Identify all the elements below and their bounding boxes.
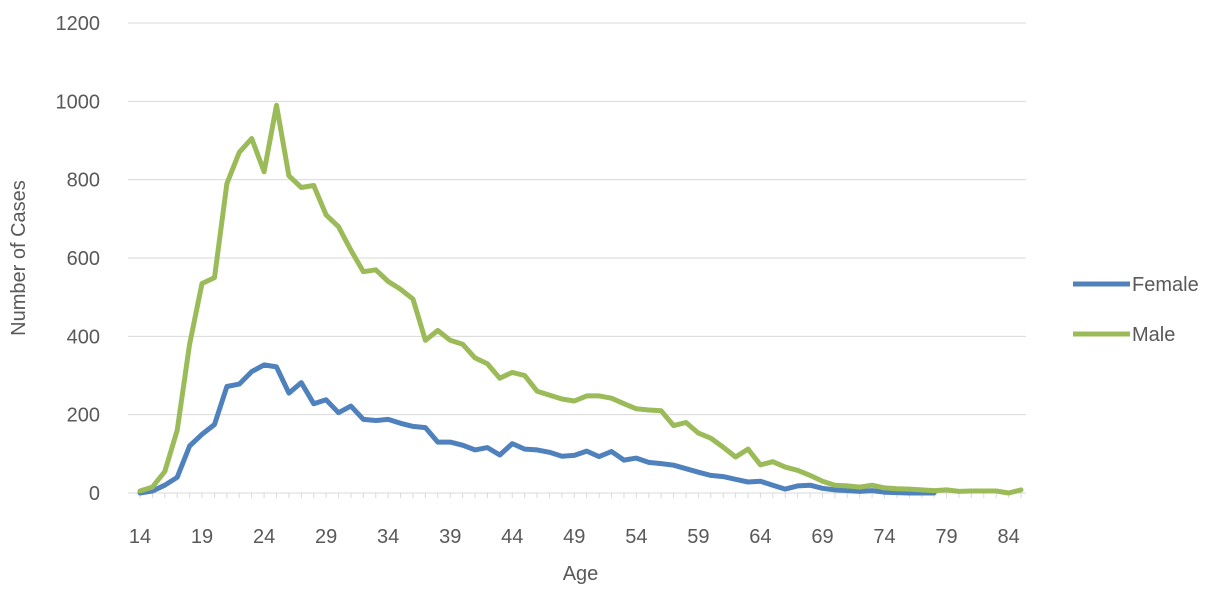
x-tick-label: 34 [377, 526, 399, 548]
x-tick-label: 64 [749, 526, 771, 548]
legend: Female Male [1073, 274, 1199, 346]
x-axis-title: Age [563, 563, 599, 585]
y-tick-label: 1200 [56, 13, 101, 35]
x-tick-label: 74 [873, 526, 895, 548]
legend-label: Female [1132, 274, 1199, 296]
legend-label: Male [1132, 324, 1175, 346]
x-tick-label: 49 [563, 526, 585, 548]
x-tick-label: 39 [439, 526, 461, 548]
x-tick-label: 54 [625, 526, 647, 548]
x-tick-label: 79 [935, 526, 957, 548]
y-axis-title: Number of Cases [8, 180, 30, 336]
x-tick-label: 44 [501, 526, 523, 548]
x-tick-label: 14 [129, 526, 151, 548]
y-tick-label: 400 [67, 326, 100, 348]
series-line-male [137, 102, 1024, 496]
x-tick-label: 59 [687, 526, 709, 548]
x-tick-label: 19 [191, 526, 213, 548]
x-tick-label: 84 [997, 526, 1019, 548]
x-tick-label: 24 [253, 526, 275, 548]
axes: 0 200 400 600 800 1000 1200 14 19 24 29 34 39 44 49 54 5… [56, 13, 1026, 548]
gridlines [128, 22, 1026, 416]
y-tick-label: 0 [89, 483, 100, 505]
y-tick-label: 800 [67, 170, 100, 192]
y-tick-label: 600 [67, 248, 100, 270]
x-tick-label: 29 [315, 526, 337, 548]
legend-item-male: Male [1073, 324, 1175, 346]
y-tick-label: 1000 [56, 91, 101, 113]
y-tick-label: 200 [67, 405, 100, 427]
legend-item-female: Female [1073, 274, 1199, 296]
series-lines [137, 102, 1024, 496]
series-line-female [137, 362, 937, 496]
x-tick-label: 69 [811, 526, 833, 548]
